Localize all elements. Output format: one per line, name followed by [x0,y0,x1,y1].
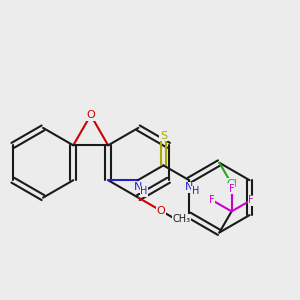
Text: F: F [209,195,215,205]
Text: O: O [157,206,165,216]
Text: N: N [134,182,142,192]
Text: H: H [192,186,199,197]
Text: S: S [160,131,167,141]
Text: F: F [229,184,234,194]
Text: Cl: Cl [226,179,237,189]
Text: CH₃: CH₃ [172,214,190,224]
Text: F: F [248,195,254,205]
Text: H: H [140,186,148,197]
Text: O: O [86,110,95,120]
Text: N: N [185,182,193,192]
